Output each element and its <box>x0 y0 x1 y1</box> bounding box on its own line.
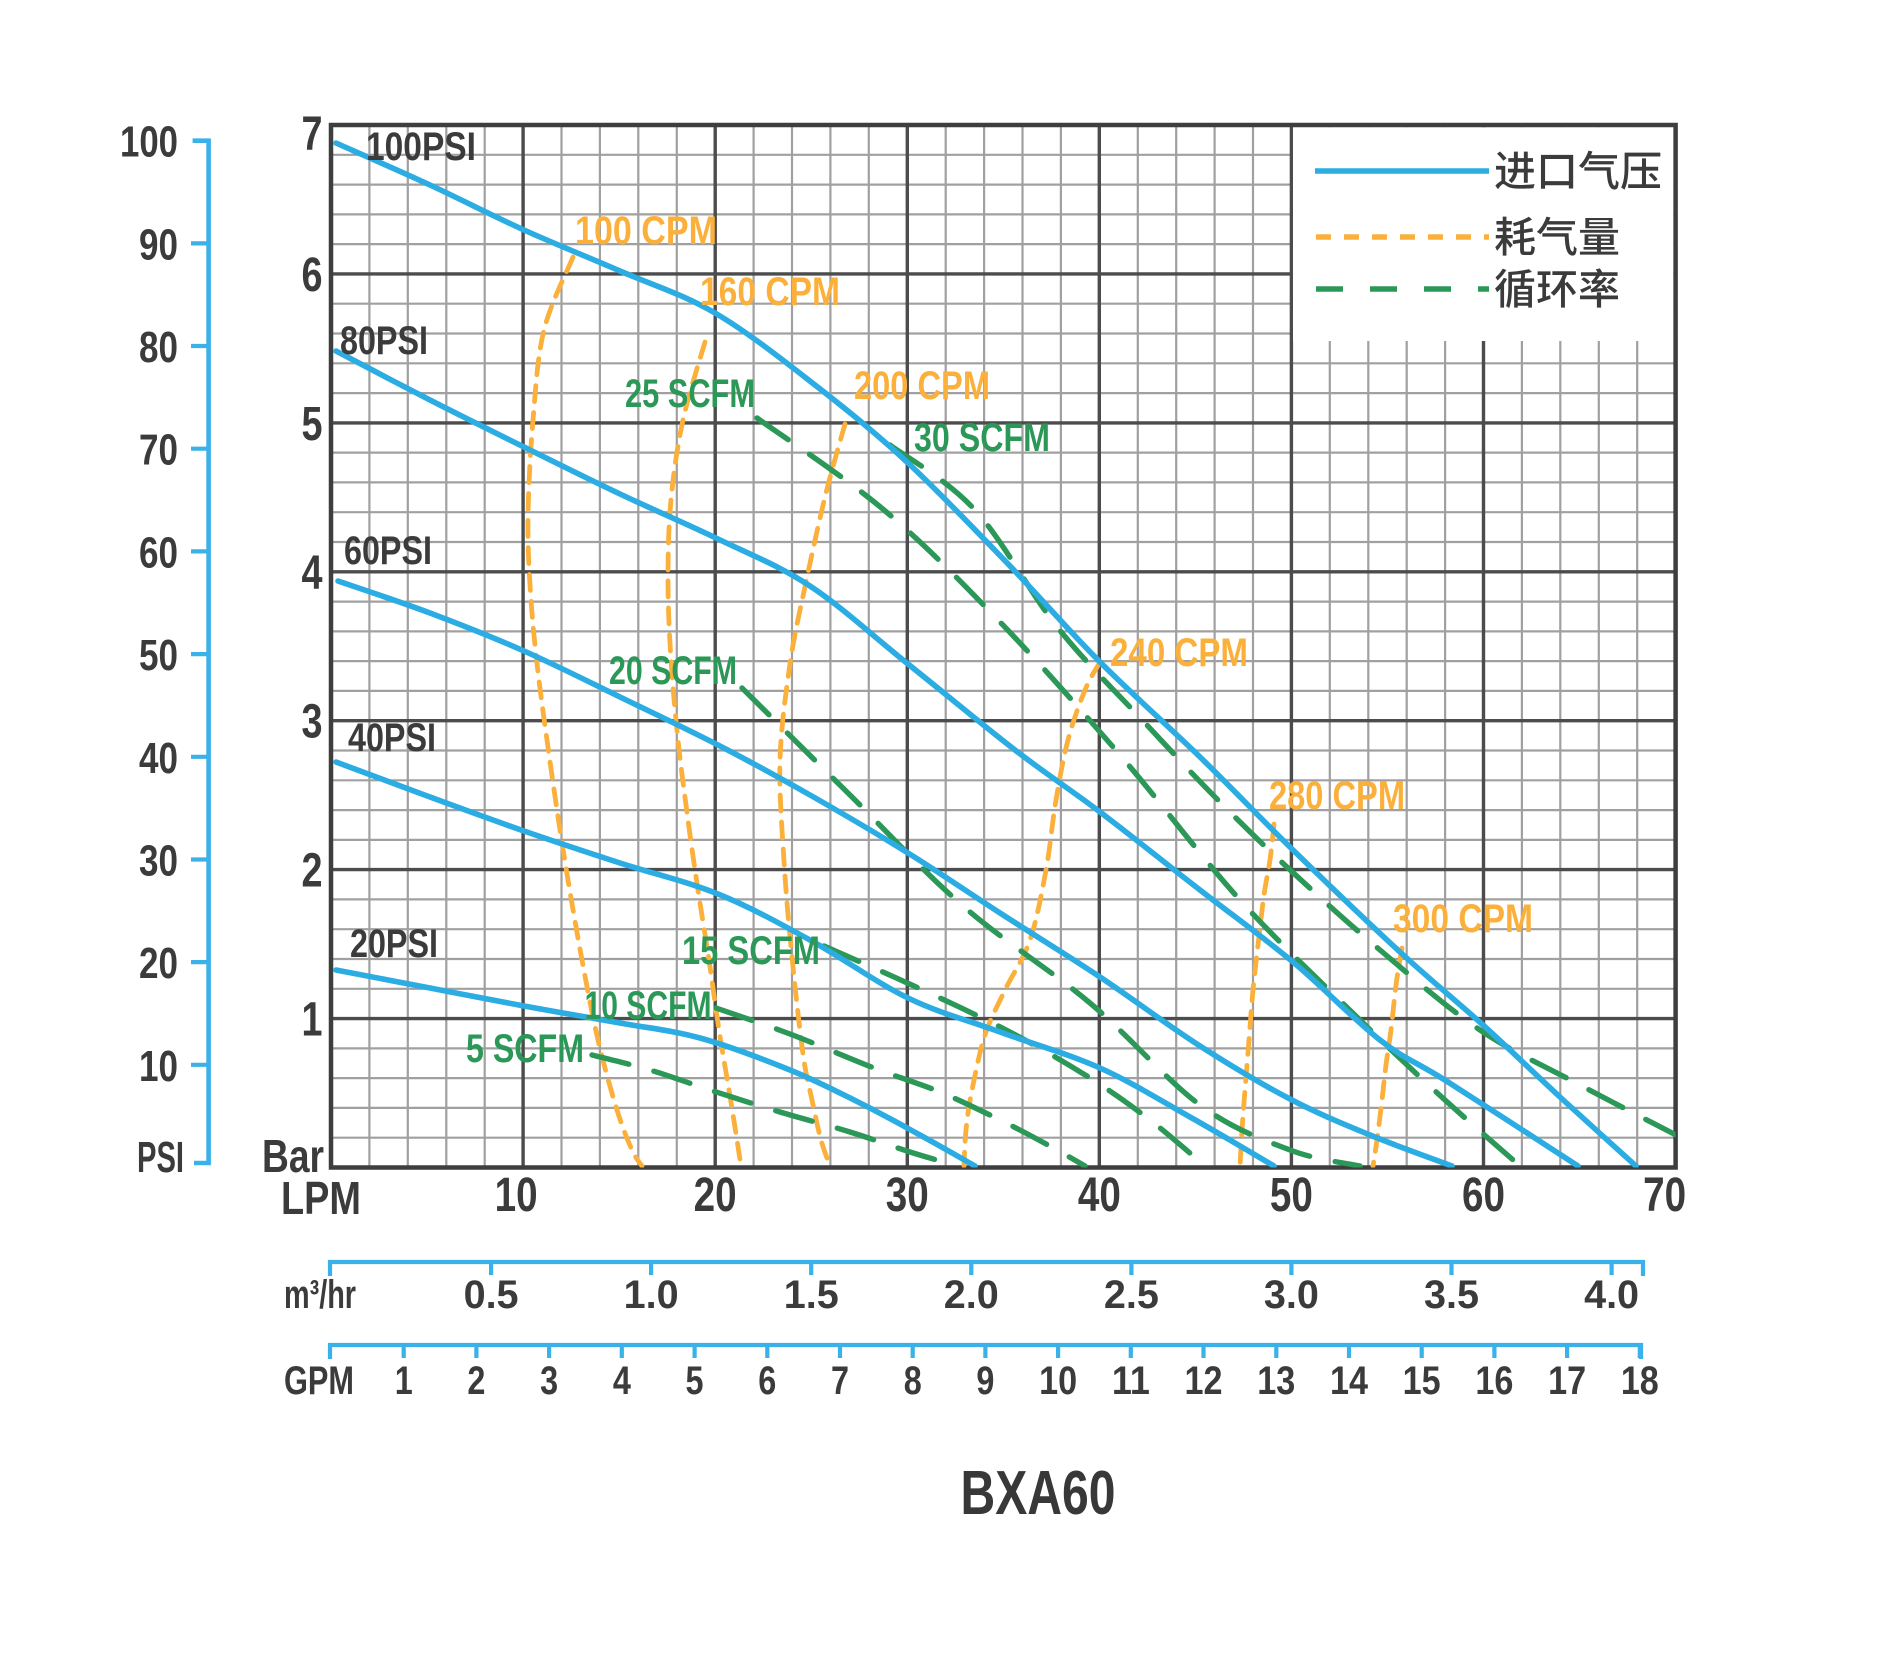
svg-text:100 CPM: 100 CPM <box>575 209 717 253</box>
svg-text:20: 20 <box>694 1169 737 1222</box>
svg-text:20: 20 <box>139 939 178 988</box>
svg-text:1.5: 1.5 <box>784 1273 839 1317</box>
svg-text:12: 12 <box>1185 1359 1223 1403</box>
svg-text:7: 7 <box>302 108 323 161</box>
svg-text:4: 4 <box>613 1359 632 1403</box>
svg-text:BXA60: BXA60 <box>961 1459 1116 1528</box>
svg-text:15 SCFM: 15 SCFM <box>682 929 820 973</box>
svg-text:16: 16 <box>1475 1359 1513 1403</box>
svg-text:20PSI: 20PSI <box>350 922 438 966</box>
svg-text:80: 80 <box>139 323 178 372</box>
svg-text:6: 6 <box>302 249 323 302</box>
svg-text:5: 5 <box>686 1359 704 1403</box>
svg-text:10 SCFM: 10 SCFM <box>585 984 712 1028</box>
svg-text:4.0: 4.0 <box>1584 1273 1639 1317</box>
svg-text:40: 40 <box>1078 1169 1121 1222</box>
svg-text:100: 100 <box>120 118 178 167</box>
svg-text:5 SCFM: 5 SCFM <box>466 1027 584 1071</box>
svg-text:PSI: PSI <box>137 1133 184 1182</box>
svg-text:LPM: LPM <box>281 1172 361 1224</box>
svg-text:2: 2 <box>467 1359 485 1403</box>
svg-text:2: 2 <box>302 845 323 898</box>
svg-text:14: 14 <box>1330 1359 1369 1403</box>
svg-text:5: 5 <box>302 398 323 451</box>
svg-text:2.5: 2.5 <box>1104 1273 1159 1317</box>
svg-text:240 CPM: 240 CPM <box>1110 631 1248 675</box>
svg-text:90: 90 <box>139 220 178 269</box>
svg-text:1: 1 <box>395 1359 413 1403</box>
svg-text:13: 13 <box>1257 1359 1295 1403</box>
svg-text:20 SCFM: 20 SCFM <box>609 649 737 693</box>
svg-text:18: 18 <box>1621 1359 1659 1403</box>
svg-text:10: 10 <box>1039 1359 1077 1403</box>
svg-text:50: 50 <box>1270 1169 1313 1222</box>
svg-text:60: 60 <box>139 528 178 577</box>
svg-text:15: 15 <box>1403 1359 1441 1403</box>
svg-text:280 CPM: 280 CPM <box>1269 774 1405 818</box>
svg-text:40: 40 <box>139 734 178 783</box>
svg-text:10: 10 <box>495 1169 538 1222</box>
svg-text:4: 4 <box>302 547 323 600</box>
svg-text:GPM: GPM <box>284 1359 354 1403</box>
svg-text:11: 11 <box>1112 1359 1150 1403</box>
svg-text:70: 70 <box>1643 1169 1686 1222</box>
svg-text:1.0: 1.0 <box>624 1273 679 1317</box>
svg-text:7: 7 <box>831 1359 849 1403</box>
svg-text:3: 3 <box>540 1359 558 1403</box>
svg-text:6: 6 <box>758 1359 776 1403</box>
svg-text:70: 70 <box>139 426 178 475</box>
svg-text:60: 60 <box>1462 1169 1505 1222</box>
svg-text:30 SCFM: 30 SCFM <box>914 416 1050 460</box>
svg-text:0.5: 0.5 <box>464 1273 519 1317</box>
svg-text:3.0: 3.0 <box>1264 1273 1319 1317</box>
svg-text:300 CPM: 300 CPM <box>1393 897 1533 941</box>
svg-text:2.0: 2.0 <box>944 1273 999 1317</box>
svg-text:9: 9 <box>976 1359 994 1403</box>
svg-text:3: 3 <box>302 696 323 749</box>
svg-text:m³/hr: m³/hr <box>284 1273 356 1317</box>
svg-text:10: 10 <box>139 1042 178 1091</box>
svg-text:160 CPM: 160 CPM <box>700 270 840 314</box>
svg-text:3.5: 3.5 <box>1424 1273 1479 1317</box>
svg-text:80PSI: 80PSI <box>340 319 428 363</box>
svg-text:60PSI: 60PSI <box>344 529 432 573</box>
svg-text:30: 30 <box>886 1169 929 1222</box>
svg-text:1: 1 <box>302 994 323 1047</box>
svg-text:Bar: Bar <box>262 1130 324 1182</box>
svg-text:25 SCFM: 25 SCFM <box>625 372 755 416</box>
svg-text:8: 8 <box>904 1359 922 1403</box>
svg-text:40PSI: 40PSI <box>348 716 436 760</box>
svg-text:30: 30 <box>139 836 178 885</box>
svg-text:50: 50 <box>139 631 178 680</box>
svg-text:200 CPM: 200 CPM <box>854 364 990 408</box>
svg-text:17: 17 <box>1548 1359 1586 1403</box>
svg-text:100PSI: 100PSI <box>366 125 476 169</box>
